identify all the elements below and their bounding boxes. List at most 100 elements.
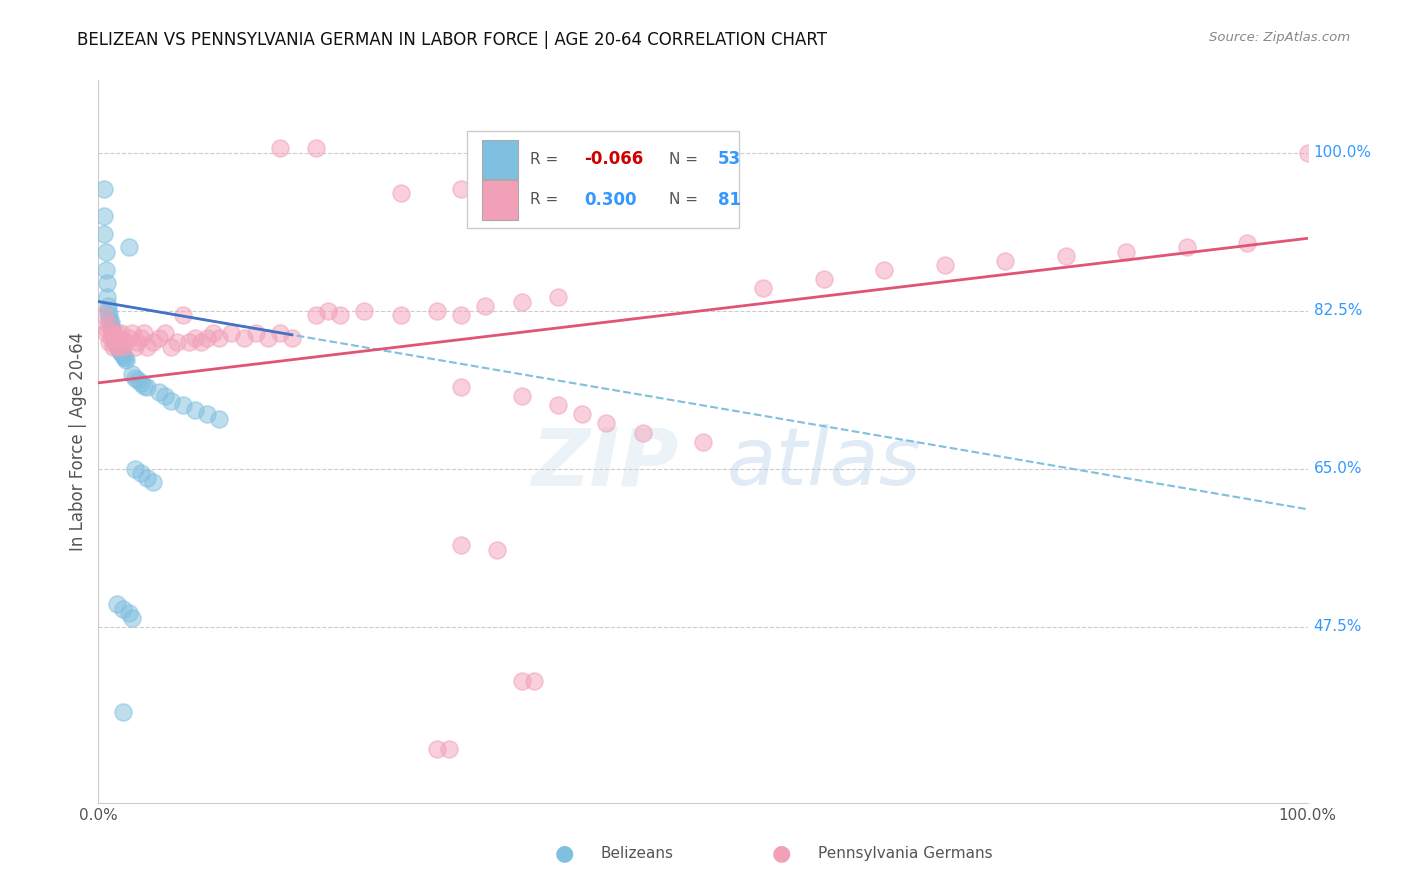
Point xyxy=(523,673,546,688)
Point xyxy=(101,340,124,354)
Point xyxy=(994,254,1017,268)
Point xyxy=(547,398,569,412)
Text: 82.5%: 82.5% xyxy=(1313,303,1362,318)
Text: 100.0%: 100.0% xyxy=(1313,145,1372,160)
Point xyxy=(121,367,143,381)
Point xyxy=(232,331,254,345)
Point xyxy=(873,263,896,277)
Point xyxy=(114,351,136,366)
Point xyxy=(118,331,141,345)
Point xyxy=(202,326,225,341)
Point xyxy=(1296,145,1319,160)
Point xyxy=(221,326,243,341)
Point xyxy=(437,741,460,756)
Point xyxy=(101,328,124,343)
Point xyxy=(184,331,207,345)
Point xyxy=(190,335,212,350)
Point xyxy=(100,318,122,333)
Text: 81: 81 xyxy=(717,191,741,209)
Point xyxy=(118,606,141,620)
Point xyxy=(129,331,152,345)
Point xyxy=(110,326,132,341)
Point xyxy=(510,294,533,309)
Point xyxy=(595,417,617,431)
Point xyxy=(184,403,207,417)
Text: ●: ● xyxy=(772,843,792,863)
Point xyxy=(100,321,122,335)
Point xyxy=(100,331,122,345)
Point xyxy=(166,335,188,350)
Point xyxy=(1175,240,1198,254)
Point xyxy=(160,393,183,408)
Point xyxy=(208,331,231,345)
Text: Pennsylvania Germans: Pennsylvania Germans xyxy=(818,846,993,861)
Point xyxy=(1054,249,1077,263)
Point xyxy=(256,331,278,345)
Text: R =: R = xyxy=(530,152,558,167)
Point xyxy=(510,673,533,688)
Point xyxy=(98,308,121,322)
Point xyxy=(426,741,449,756)
Text: 0.300: 0.300 xyxy=(585,191,637,209)
Text: BELIZEAN VS PENNSYLVANIA GERMAN IN LABOR FORCE | AGE 20-64 CORRELATION CHART: BELIZEAN VS PENNSYLVANIA GERMAN IN LABOR… xyxy=(77,31,827,49)
Point xyxy=(108,335,131,350)
Y-axis label: In Labor Force | Age 20-64: In Labor Force | Age 20-64 xyxy=(69,332,87,551)
Point xyxy=(208,412,231,426)
Point xyxy=(104,331,127,345)
Point xyxy=(107,341,129,355)
Bar xyxy=(467,131,740,228)
Point xyxy=(98,312,121,326)
Point xyxy=(93,308,115,322)
Point xyxy=(450,182,472,196)
Point xyxy=(97,303,120,318)
Point xyxy=(510,389,533,403)
Text: 65.0%: 65.0% xyxy=(1313,461,1362,476)
Point xyxy=(127,335,149,350)
Text: ●: ● xyxy=(554,843,574,863)
Point xyxy=(114,335,136,350)
Point xyxy=(245,326,267,341)
Point xyxy=(108,343,131,357)
Text: -0.066: -0.066 xyxy=(585,151,644,169)
Point xyxy=(450,538,472,552)
Point xyxy=(93,182,115,196)
Point xyxy=(94,326,117,341)
Point xyxy=(269,141,291,155)
Point xyxy=(474,182,496,196)
Point xyxy=(1236,235,1258,250)
Point xyxy=(103,335,125,350)
Point xyxy=(124,461,146,475)
Point xyxy=(134,378,156,392)
Point xyxy=(121,326,143,341)
Point xyxy=(153,326,176,341)
Point xyxy=(389,186,412,201)
Point xyxy=(111,706,134,720)
Point xyxy=(124,371,146,385)
Point xyxy=(94,263,117,277)
Bar xyxy=(482,180,517,219)
Point xyxy=(148,384,170,399)
Text: 53: 53 xyxy=(717,151,741,169)
Point xyxy=(100,326,122,341)
Point xyxy=(329,308,352,322)
Point xyxy=(148,331,170,345)
Point xyxy=(172,398,194,412)
Point xyxy=(96,277,118,291)
Point xyxy=(93,209,115,223)
Point xyxy=(305,141,328,155)
Point xyxy=(103,333,125,347)
Point xyxy=(142,335,165,350)
Point xyxy=(195,408,218,422)
Text: N =: N = xyxy=(669,152,699,167)
Point xyxy=(813,272,835,286)
Point xyxy=(100,324,122,338)
Point xyxy=(752,281,775,295)
Point xyxy=(474,299,496,313)
Point xyxy=(121,610,143,624)
Point xyxy=(142,475,165,490)
Point xyxy=(934,259,956,273)
Point xyxy=(111,340,134,354)
Point xyxy=(105,339,128,353)
Point xyxy=(103,330,125,344)
Point xyxy=(124,340,146,354)
